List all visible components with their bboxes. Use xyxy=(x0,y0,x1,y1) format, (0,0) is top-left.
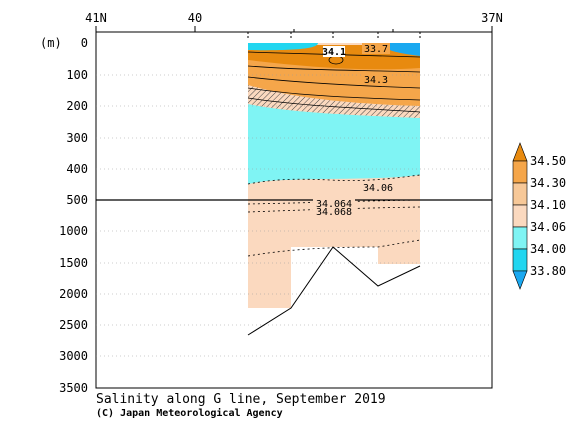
y-tick-label: 100 xyxy=(66,68,88,82)
contour-label: 34.06 xyxy=(363,183,393,194)
contour-label: 34.1 xyxy=(322,47,346,58)
colorbar-label: 34.30 xyxy=(530,176,566,190)
y-tick-label: 1000 xyxy=(59,224,88,238)
colorbar-label: 34.10 xyxy=(530,198,566,212)
y-tick-label: 2000 xyxy=(59,287,88,301)
x-tick-label: 40 xyxy=(188,11,202,25)
colorbar-label: 34.06 xyxy=(530,220,566,234)
y-tick-label: 3000 xyxy=(59,349,88,363)
chart-title: Salinity along G line, September 2019 xyxy=(96,392,386,407)
y-tick-label: 200 xyxy=(66,99,88,113)
contour-lines xyxy=(247,51,421,113)
y-tick-label: 300 xyxy=(66,131,88,145)
bottom-profile xyxy=(247,246,421,336)
y-tick-label: 2500 xyxy=(59,318,88,332)
lower-panel-fill xyxy=(248,200,420,308)
contour-labels: 34.1 33.7 34.3 34.06 34.064 34.068 xyxy=(313,43,396,218)
contour-label: 33.7 xyxy=(364,44,388,55)
y-tick-label: 3500 xyxy=(59,381,88,395)
colorbar-label: 33.80 xyxy=(530,264,566,278)
station-markers xyxy=(247,32,421,38)
y-tick-label: 1500 xyxy=(59,256,88,270)
x-tick-label: 37N xyxy=(481,11,503,25)
y-unit-label: (m) xyxy=(40,36,62,50)
x-axis-top: 41N 40 37N xyxy=(85,11,503,32)
colorbar: 34.50 34.30 34.10 34.06 34.00 33.80 xyxy=(512,142,566,290)
upper-panel-fill xyxy=(248,43,420,200)
colorbar-label: 34.50 xyxy=(530,154,566,168)
chart-credit: (C) Japan Meteorological Agency xyxy=(96,407,283,419)
y-axis: (m) 0 100 200 300 400 500 1000 1500 2000… xyxy=(40,36,88,395)
contour-label: 34.068 xyxy=(316,207,352,218)
x-tick-label: 41N xyxy=(85,11,107,25)
y-tick-label: 500 xyxy=(66,193,88,207)
contour-label: 34.3 xyxy=(364,75,388,86)
y-tick-label: 0 xyxy=(81,36,88,50)
contour-label: 34.064 xyxy=(316,199,352,210)
y-tick-label: 400 xyxy=(66,162,88,176)
colorbar-label: 34.00 xyxy=(530,242,566,256)
